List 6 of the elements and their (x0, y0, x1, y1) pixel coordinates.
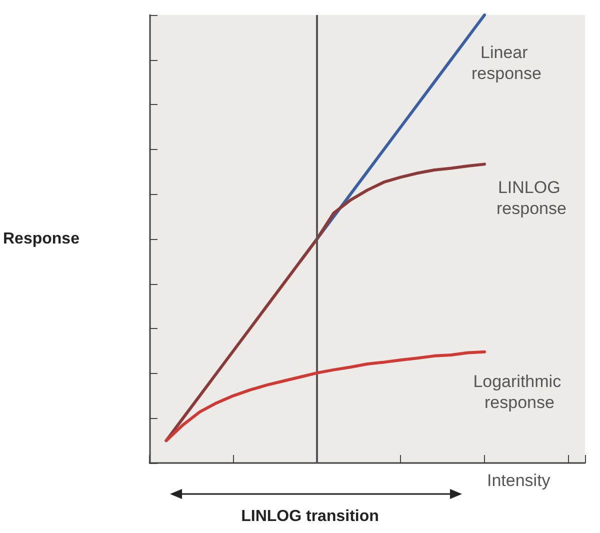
series-label: LINLOG response (496, 178, 566, 218)
x-axis-title: Intensity (487, 471, 551, 490)
text: LINLOG transition (240, 508, 380, 526)
series-label: Logarithmic response (473, 372, 566, 412)
series-label: Linear response (472, 43, 542, 83)
y-axis-title: Response (3, 230, 80, 248)
